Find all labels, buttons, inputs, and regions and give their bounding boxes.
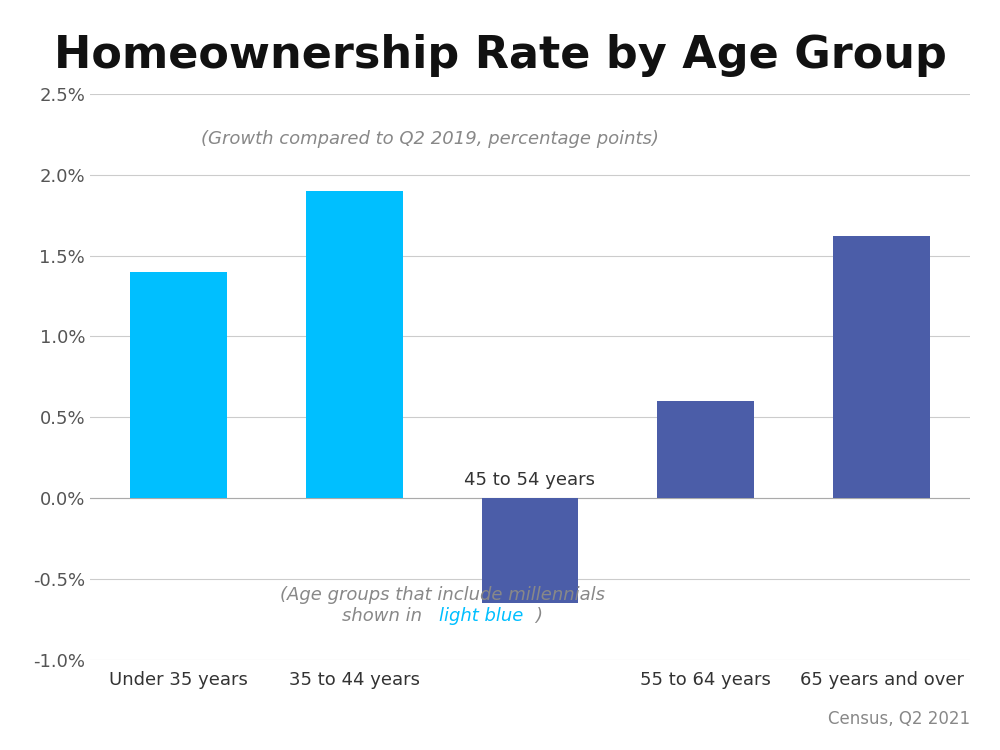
Text: (Growth compared to Q2 2019, percentage points): (Growth compared to Q2 2019, percentage …: [201, 130, 659, 148]
Bar: [833, 236, 930, 498]
Text: 45 to 54 years: 45 to 54 years: [464, 470, 596, 488]
Text: light blue: light blue: [439, 608, 523, 625]
Text: Homeownership Rate by Age Group: Homeownership Rate by Age Group: [54, 34, 946, 76]
Bar: [130, 272, 227, 498]
Bar: [482, 498, 578, 603]
Text: shown in: shown in: [342, 608, 427, 625]
Bar: [306, 190, 403, 498]
Bar: [657, 401, 754, 498]
Text: Census, Q2 2021: Census, Q2 2021: [828, 710, 970, 728]
Text: (Age groups that include millennials: (Age groups that include millennials: [280, 586, 605, 604]
Text: ): ): [535, 608, 542, 625]
